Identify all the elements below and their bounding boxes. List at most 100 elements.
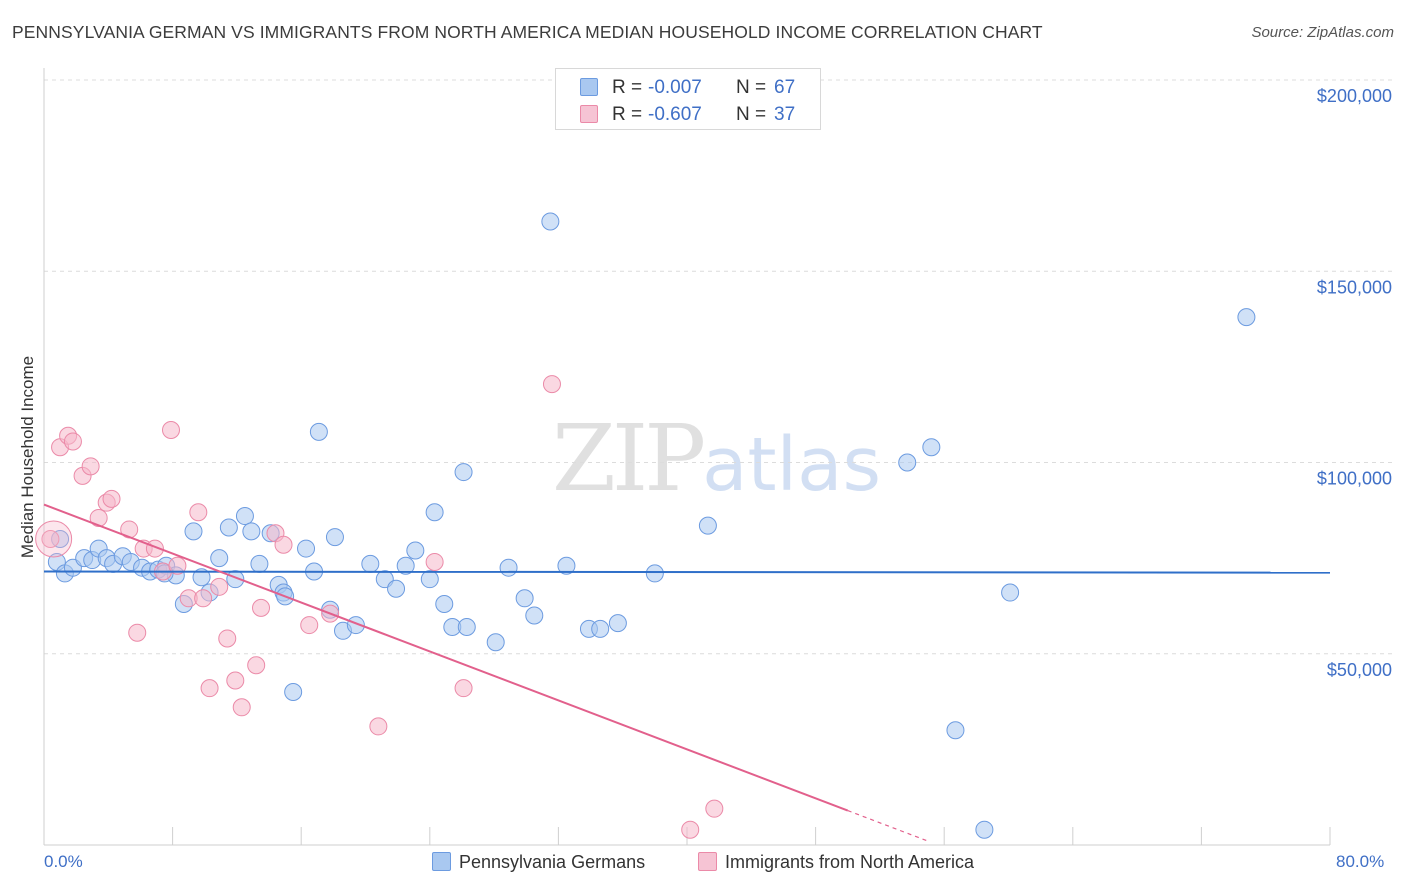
y-tick-label: $100,000: [1317, 469, 1392, 489]
y-tick-label: $50,000: [1327, 660, 1392, 680]
r-label: R =: [612, 104, 643, 125]
data-point: [486, 633, 505, 652]
legend-swatch-pink: [698, 852, 717, 871]
chart-title: PENNSYLVANIA GERMAN VS IMMIGRANTS FROM N…: [12, 22, 1043, 42]
data-point: [89, 508, 108, 527]
trend-line-immigrants-extension: [847, 810, 929, 842]
data-point: [192, 568, 211, 587]
legend-swatch-pink: [580, 105, 598, 123]
data-point: [542, 375, 561, 394]
grid-lines: [44, 79, 1394, 655]
series-immigrants-north-america: [35, 375, 724, 839]
data-point: [247, 656, 266, 675]
data-point: [396, 556, 415, 575]
n-value: 37: [774, 104, 796, 125]
n-value: 67: [774, 77, 796, 98]
data-point: [525, 606, 544, 625]
watermark: ZIPatlas: [552, 405, 881, 512]
data-point: [210, 549, 229, 568]
trend-line-pennsylvania-germans: [43, 570, 1331, 574]
x-tick-label-max: 80.0%: [1336, 852, 1385, 871]
data-point: [63, 432, 82, 451]
data-point: [681, 820, 700, 839]
trend-lines: [43, 503, 1331, 842]
data-point: [361, 554, 380, 573]
data-point: [252, 598, 271, 617]
data-point: [309, 422, 328, 441]
x-tick-label-min: 0.0%: [44, 852, 83, 871]
data-point: [645, 564, 664, 583]
data-point: [300, 616, 319, 635]
data-point: [387, 579, 406, 598]
source-label: Source: ZipAtlas.com: [1251, 24, 1394, 41]
legend-label: Pennsylvania Germans: [459, 852, 646, 872]
data-point: [232, 698, 251, 717]
data-point: [922, 438, 941, 457]
y-tick-labels: $50,000 $100,000 $150,000 $200,000: [1317, 86, 1392, 680]
data-point: [128, 623, 147, 642]
data-point: [200, 679, 219, 698]
data-point: [515, 589, 534, 608]
data-point: [189, 503, 208, 522]
y-tick-label: $150,000: [1317, 277, 1392, 297]
data-point: [284, 683, 303, 701]
data-point: [454, 679, 473, 698]
data-point: [425, 552, 444, 571]
r-value: -0.607: [648, 104, 702, 125]
y-tick-label: $200,000: [1317, 86, 1392, 106]
data-point: [41, 530, 60, 548]
data-point: [608, 614, 627, 633]
data-point: [168, 556, 187, 575]
data-point: [425, 503, 444, 522]
data-point: [898, 453, 917, 472]
n-label: N =: [736, 104, 767, 125]
data-point: [242, 522, 261, 541]
data-point: [219, 518, 238, 537]
data-point: [226, 671, 245, 690]
data-point: [325, 528, 344, 547]
data-point: [705, 799, 724, 818]
data-point: [274, 535, 293, 554]
data-point: [457, 617, 476, 636]
data-point: [499, 558, 518, 577]
watermark-atlas: atlas: [702, 422, 881, 508]
data-point: [406, 541, 425, 560]
data-point: [218, 629, 237, 648]
data-point: [81, 457, 100, 476]
data-point: [369, 717, 388, 736]
data-point: [541, 212, 560, 231]
correlation-legend: R = -0.007 N = 67 R = -0.607 N = 37: [555, 68, 821, 130]
data-point: [420, 570, 439, 589]
r-value: -0.007: [648, 77, 702, 98]
data-point: [698, 516, 717, 535]
data-point: [194, 589, 213, 608]
data-point: [557, 556, 576, 575]
axes: [43, 68, 1331, 846]
data-point: [591, 619, 610, 638]
data-point: [297, 539, 316, 558]
data-point: [435, 595, 454, 614]
data-point: [946, 721, 965, 740]
watermark-zip: ZIP: [552, 405, 706, 512]
r-label: R =: [612, 77, 643, 98]
trend-line-immigrants: [43, 503, 849, 812]
data-point: [210, 577, 229, 596]
legend-swatch-blue: [432, 852, 451, 871]
data-point: [1237, 308, 1256, 327]
data-point: [102, 489, 121, 508]
data-point: [35, 520, 73, 558]
legend-label: Immigrants from North America: [725, 852, 975, 872]
n-label: N =: [736, 77, 767, 98]
data-point: [161, 420, 180, 439]
data-point: [1001, 583, 1020, 602]
data-point: [184, 522, 203, 541]
data-point: [975, 820, 994, 839]
legend-item-immigrants-north-america: Immigrants from North America: [698, 852, 974, 873]
series-pennsylvania-germans: [47, 212, 1256, 839]
legend-swatch-blue: [580, 78, 598, 96]
legend-item-pennsylvania-germans: Pennsylvania Germans: [432, 852, 645, 873]
data-point: [250, 554, 269, 573]
data-point: [454, 463, 473, 482]
data-point: [235, 507, 254, 526]
